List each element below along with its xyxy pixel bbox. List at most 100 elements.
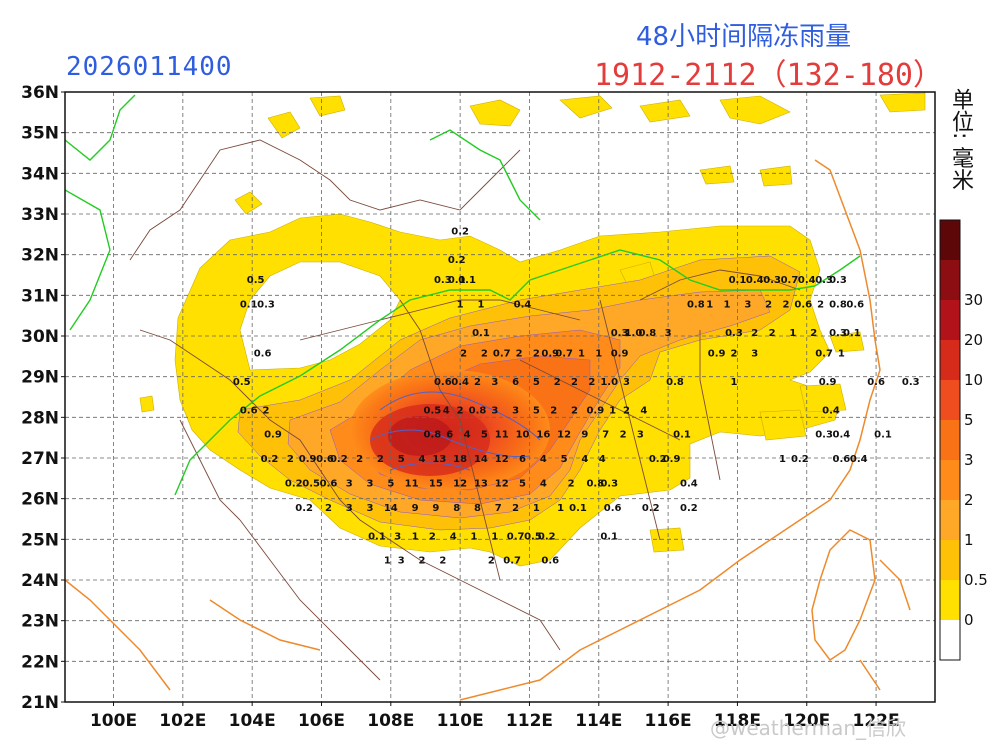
lon-tick-label: 100E: [90, 711, 137, 731]
color-legend: 0 0.5 1 2 3 5 10 20 30: [939, 219, 988, 661]
precip-value-label: 14: [474, 454, 488, 465]
precip-value-label: 5: [533, 405, 540, 416]
precip-value-label: 0.2: [791, 454, 809, 465]
map-title: 48小时间隔冻雨量: [636, 22, 852, 52]
precip-value-label: 0.4: [451, 377, 469, 388]
precip-value-label: 0.1: [458, 275, 476, 286]
precip-value-label: 0.9: [708, 348, 726, 359]
precip-value-label: 0.3: [829, 275, 847, 286]
map-subtitle: 1912-2112（132-180）: [594, 58, 943, 93]
precip-value-label: 1: [412, 531, 419, 542]
map-frame: [64, 91, 936, 703]
precip-value-label: 2: [356, 454, 363, 465]
precip-value-label: 4: [450, 531, 457, 542]
precip-value-label: 1: [779, 454, 786, 465]
precip-value-label: 3: [346, 503, 353, 514]
lon-tick-label: 106E: [298, 711, 345, 731]
lat-tick-label: 27N: [21, 449, 59, 469]
precip-value-label: 0.7: [493, 348, 511, 359]
precip-value-label: 0.6: [541, 556, 559, 567]
legend-level-label: 0.5: [964, 571, 988, 589]
precip-value-label: 2: [419, 556, 426, 567]
precip-value-label: 2: [765, 300, 772, 311]
precip-value-label: 0.2: [261, 454, 279, 465]
precip-value-label: 2: [782, 300, 789, 311]
legend-swatch: [940, 420, 960, 460]
precip-value-label: 4: [464, 430, 471, 441]
lat-tick-label: 33N: [21, 205, 59, 225]
precip-value-label: 1: [491, 531, 498, 542]
precip-value-label: 2: [325, 503, 332, 514]
legend-level-label: 10: [964, 371, 983, 389]
precip-value-label: 6: [446, 430, 453, 441]
precip-value-label: 3: [665, 328, 672, 339]
precip-value-label: 0.3: [815, 430, 833, 441]
precip-value-label: 3: [491, 405, 498, 416]
precip-value-label: 0.2: [649, 454, 667, 465]
precip-value-label: 0.6: [320, 478, 338, 489]
precip-value-label: 0.9: [663, 454, 681, 465]
lat-tick-label: 21N: [21, 693, 59, 713]
precip-value-label: 0.9: [611, 348, 629, 359]
precip-value-label: 18: [453, 454, 467, 465]
precip-value-label: 0.3: [815, 275, 833, 286]
precip-value-label: 3: [367, 503, 374, 514]
latitude-axis: 36N 35N 34N 33N 32N 31N 30N 29N 28N 27N 26N 25N 24N 2…: [21, 83, 65, 713]
lon-tick-label: 118E: [714, 711, 761, 731]
precip-value-label: 4: [443, 405, 450, 416]
lon-tick-label: 116E: [645, 711, 692, 731]
precip-value-label: 0.2: [451, 226, 469, 237]
lat-tick-label: 32N: [21, 246, 59, 266]
lat-tick-label: 29N: [21, 368, 59, 388]
precip-value-label: 2: [377, 454, 384, 465]
precip-value-label: 2: [554, 377, 561, 388]
precip-value-label: 0.3: [763, 275, 781, 286]
precip-value-label: 4: [599, 454, 606, 465]
precip-value-label: 2: [550, 405, 557, 416]
precip-value-label: 12: [557, 430, 571, 441]
date-code-label: 2026011400: [66, 52, 233, 82]
precip-value-label: 3: [637, 430, 644, 441]
precip-value-label: 0.5: [247, 275, 265, 286]
precip-value-label: 0.8: [424, 430, 442, 441]
precip-value-label: 0.6: [240, 405, 258, 416]
precip-value-label: 2: [571, 377, 578, 388]
precip-value-label: 4: [540, 478, 547, 489]
precip-value-label: 0.2: [448, 255, 466, 266]
precip-value-label: 2: [512, 503, 519, 514]
precip-value-label: 1: [578, 348, 585, 359]
precip-value-label: 0.5: [233, 377, 251, 388]
legend-swatch: [940, 620, 960, 660]
precip-value-label: 12: [453, 478, 467, 489]
precip-value-label: 1: [533, 503, 540, 514]
lat-tick-label: 24N: [21, 571, 59, 591]
precip-value-label: 1.0: [600, 377, 618, 388]
precip-value-label: 0.3: [611, 328, 629, 339]
legend-swatch: [940, 300, 960, 340]
precip-value-label: 0.6: [833, 454, 851, 465]
legend-swatch: [940, 500, 960, 540]
precip-value-label: 1: [457, 300, 464, 311]
legend-level-label: 20: [964, 331, 983, 349]
precip-value-label: 9: [432, 503, 439, 514]
lon-tick-label: 108E: [367, 711, 414, 731]
precip-value-label: 0.6: [846, 300, 864, 311]
precip-value-label: 9: [581, 430, 588, 441]
precip-value-label: 13: [474, 478, 488, 489]
lon-tick-label: 120E: [783, 711, 830, 731]
precip-value-label: 0.8: [687, 300, 705, 311]
precip-value-label: 2: [429, 531, 436, 542]
precip-value-label: 0.6: [434, 377, 452, 388]
precip-value-label: 3: [394, 531, 401, 542]
precip-value-label: 2: [516, 348, 523, 359]
precip-value-label: 11: [405, 478, 419, 489]
lon-tick-label: 122E: [853, 711, 900, 731]
precip-value-label: 2: [620, 430, 627, 441]
precip-value-label: 2: [457, 405, 464, 416]
precip-value-label: 0.2: [642, 503, 660, 514]
precip-value-label: 2: [588, 377, 595, 388]
precip-value-label: 2: [287, 454, 294, 465]
lon-tick-label: 104E: [229, 711, 276, 731]
precip-value-label: 0.4: [746, 275, 764, 286]
precip-value-label: 0.6: [794, 300, 812, 311]
